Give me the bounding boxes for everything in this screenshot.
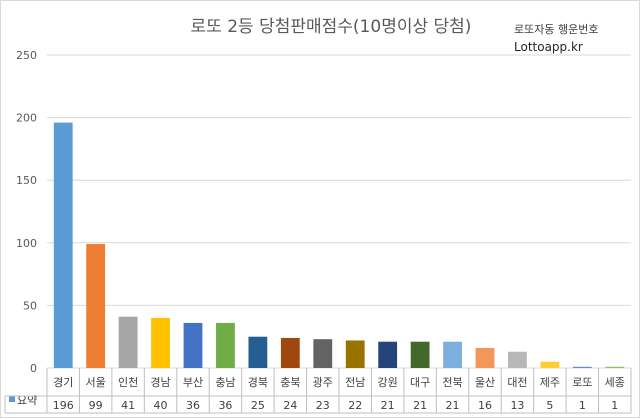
bars (53, 122, 625, 368)
category-label: 대전 (507, 376, 527, 389)
y-tick-label: 100 (16, 237, 37, 250)
series-name-label: 요약 (17, 393, 37, 407)
category-label: 경기 (53, 376, 73, 389)
category-label: 제주 (540, 376, 560, 389)
bar-경북 (248, 336, 268, 368)
y-tick-label: 200 (16, 112, 37, 125)
y-axis: 0 50 100 150 200 250 (16, 49, 37, 375)
category-label: 대구 (410, 376, 430, 389)
bar-제주 (540, 361, 560, 368)
category-label: 경남 (150, 376, 170, 389)
table-value: 41 (121, 399, 135, 412)
category-label: 충남 (215, 376, 235, 389)
table-value: 1 (579, 399, 586, 412)
table-value: 36 (186, 399, 200, 412)
table-value: 5 (546, 399, 553, 412)
bar-인천 (118, 316, 138, 368)
annotation-site: Lottoapp.kr (514, 40, 583, 54)
bar-로또 (572, 366, 592, 368)
category-label: 세종 (605, 376, 625, 389)
category-label: 부산 (183, 376, 203, 389)
table-value: 22 (348, 399, 362, 412)
table-value: 36 (218, 399, 232, 412)
bar-경기 (53, 122, 73, 368)
chart-title: 로또 2등 당첨판매점수(10명이상 당첨) (191, 17, 472, 37)
series-legend-key (9, 396, 15, 402)
bar-서울 (86, 244, 106, 368)
category-label: 강원 (378, 376, 398, 389)
y-tick-label: 150 (16, 174, 37, 187)
table-value: 13 (510, 399, 524, 412)
table-value: 99 (89, 399, 103, 412)
table-value: 21 (446, 399, 460, 412)
table-value: 196 (53, 399, 74, 412)
table-value: 40 (154, 399, 168, 412)
bar-경남 (151, 317, 170, 368)
table-value: 16 (478, 399, 492, 412)
bar-대전 (508, 351, 527, 368)
annotation-app-name: 로또자동 행운번호 (514, 23, 598, 36)
table-value: 23 (316, 399, 330, 412)
bar-세종 (605, 366, 625, 368)
category-label: 울산 (475, 376, 495, 389)
bar-대구 (410, 341, 430, 368)
y-tick-label: 50 (23, 299, 37, 312)
bar-전남 (345, 340, 365, 368)
category-label: 전남 (345, 376, 365, 389)
bar-울산 (475, 347, 495, 368)
bar-광주 (313, 339, 333, 368)
category-label: 경북 (248, 376, 268, 389)
bar-충북 (280, 337, 300, 368)
table-value: 25 (251, 399, 265, 412)
category-label: 인천 (118, 375, 138, 389)
y-tick-label: 250 (16, 49, 37, 62)
category-label: 로또 (572, 376, 592, 389)
y-tick-label: 0 (30, 362, 37, 375)
bar-강원 (378, 341, 398, 368)
category-label: 광주 (313, 376, 333, 389)
data-table: 요약 경기 196 서울 99 인천 41 경남 40 부산 36 충남 36 경북 25 충북 24 광주 23… (4, 368, 632, 414)
table-value: 1 (611, 399, 618, 412)
bar-충남 (216, 322, 235, 368)
category-label: 충북 (280, 376, 300, 389)
bar-부산 (183, 322, 203, 368)
category-label: 서울 (86, 376, 106, 389)
bar-전북 (443, 341, 462, 368)
table-value: 21 (381, 399, 395, 412)
category-label: 전북 (442, 376, 462, 389)
table-value: 24 (283, 399, 297, 412)
table-value: 21 (413, 399, 427, 412)
